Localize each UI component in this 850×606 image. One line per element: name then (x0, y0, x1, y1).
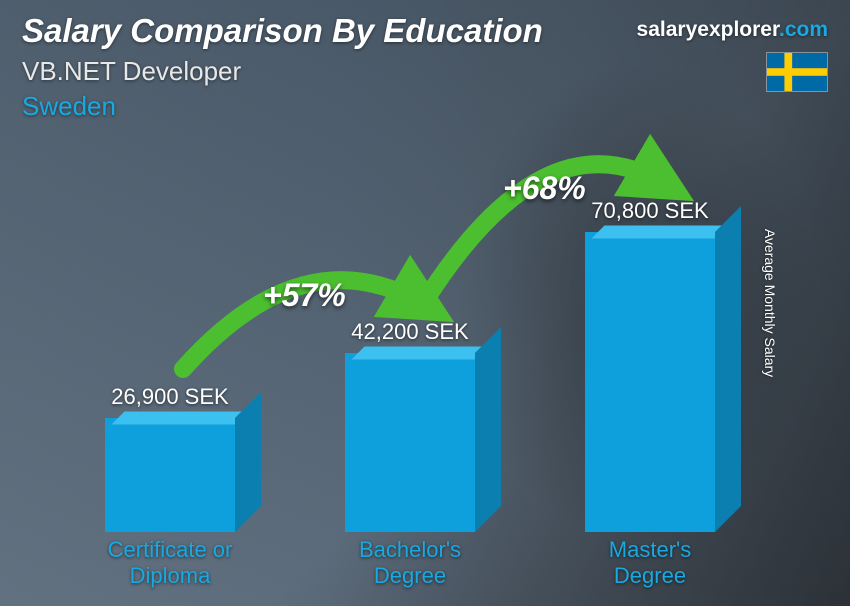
bar-3d (585, 232, 715, 532)
bar-category-label: Master'sDegree (550, 537, 750, 588)
bar-value-label: 70,800 SEK (591, 198, 708, 224)
bar-value-label: 42,200 SEK (351, 319, 468, 345)
bar-3d (105, 418, 235, 532)
labels-container: Certificate orDiploma Bachelor'sDegree Mas… (50, 537, 770, 588)
bar-side-face (235, 392, 261, 532)
bar-front-face (345, 353, 475, 532)
bar-front-face (105, 418, 235, 532)
bar-front-face (585, 232, 715, 532)
bar-category-label: Certificate orDiploma (70, 537, 270, 588)
sweden-flag-icon (766, 52, 828, 92)
brand-name: salaryexplorer (637, 18, 779, 41)
jump-arrows (50, 140, 350, 290)
bar-3d (345, 353, 475, 532)
brand-suffix: .com (779, 18, 828, 41)
bar-value-label: 26,900 SEK (111, 384, 228, 410)
bar-group: 42,200 SEK (310, 319, 510, 532)
bar-category-label: Bachelor'sDegree (310, 537, 510, 588)
salary-bar-chart: 26,900 SEK 42,200 SEK 70,800 SEK Certifica… (50, 140, 770, 588)
bar-group: 26,900 SEK (70, 384, 270, 532)
bar-side-face (715, 206, 741, 532)
percent-increase-label: +68% (503, 170, 586, 207)
bar-side-face (475, 327, 501, 532)
brand-logo: salaryexplorer.com (637, 18, 828, 42)
country-name: Sweden (22, 91, 828, 122)
job-title: VB.NET Developer (22, 56, 828, 87)
bar-group: 70,800 SEK (550, 198, 750, 532)
bar-top-face (112, 412, 255, 425)
bar-top-face (352, 347, 495, 360)
bar-top-face (592, 226, 735, 239)
percent-increase-label: +57% (263, 277, 346, 314)
